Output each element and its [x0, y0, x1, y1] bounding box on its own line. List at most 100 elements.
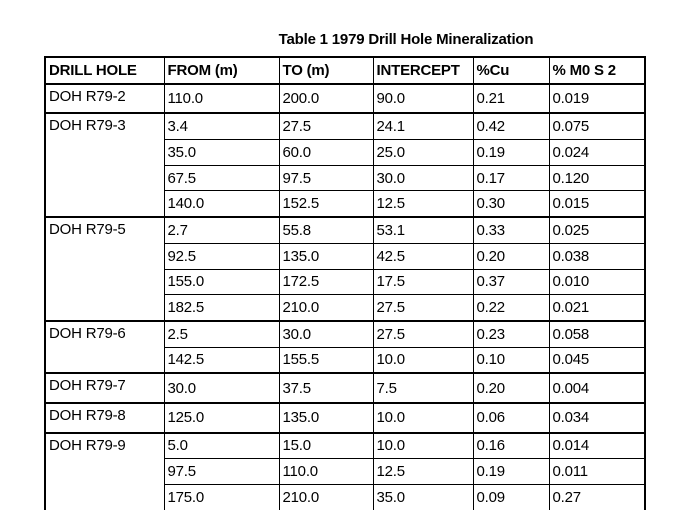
cell-mos2-pct: 0.011: [548, 458, 646, 485]
cell-cu-pct: 0.17: [472, 164, 550, 192]
cell-cu-pct: 0.19: [472, 458, 550, 485]
cell-from: 67.5: [163, 164, 280, 192]
cell-cu-pct: 0.22: [472, 294, 550, 322]
cell-intercept: 53.1: [372, 216, 474, 244]
cell-to: 27.5: [278, 112, 374, 141]
cell-from: 182.5: [163, 294, 280, 322]
column-header-intercept: INTERCEPT: [372, 56, 474, 85]
cell-to: 200.0: [278, 82, 374, 114]
cell-from: 155.0: [163, 268, 280, 296]
cell-from: 125.0: [163, 401, 280, 434]
cell-drill-hole: DOH R79-3: [44, 112, 165, 218]
cell-intercept: 12.5: [372, 458, 474, 485]
cell-cu-pct: 0.23: [472, 319, 550, 348]
table-row: 140.0 152.5 12.5 0.30 0.015: [45, 190, 646, 218]
cell-intercept: 27.5: [372, 294, 474, 322]
cell-to: 15.0: [278, 431, 374, 460]
cell-mos2-pct: 0.034: [548, 401, 646, 434]
cell-cu-pct: 0.06: [472, 401, 550, 434]
table-row: DOH R79-3 3.4 27.5 24.1 0.42 0.075: [44, 112, 646, 218]
cell-from: 175.0: [163, 483, 280, 510]
cell-to: 210.0: [278, 483, 374, 510]
cell-cu-pct: 0.20: [472, 242, 550, 270]
cell-to: 135.0: [278, 401, 374, 434]
cell-intercept: 17.5: [372, 268, 474, 296]
cell-from: 5.0: [163, 431, 280, 460]
cell-drill-hole: DOH R79-9: [44, 431, 165, 510]
cell-cu-pct: 0.09: [472, 483, 550, 510]
table-row: DOH R79-5 2.7 55.8 53.1 0.33 0.025: [44, 216, 646, 322]
cell-drill-hole: DOH R79-7: [44, 372, 165, 404]
cell-to: 172.5: [278, 268, 374, 296]
table-row: 92.5 135.0 42.5 0.20 0.038: [45, 242, 646, 270]
cell-mos2-pct: 0.058: [548, 319, 646, 348]
table-body: DOH R79-2 110.0 200.0 90.0 0.21 0.019 DOH R79-…: [44, 82, 646, 510]
cell-drill-hole: DOH R79-2: [44, 82, 165, 114]
cell-mos2-pct: 0.024: [548, 139, 646, 166]
cell-intercept: 30.0: [372, 164, 474, 192]
cell-to: 210.0: [278, 294, 374, 322]
column-header-from: FROM (m): [163, 56, 280, 85]
cell-intercept: 10.0: [372, 431, 474, 460]
column-header-drill-hole: DRILL HOLE: [44, 56, 165, 85]
cell-drill-hole: DOH R79-8: [44, 401, 165, 434]
cell-from: 140.0: [163, 190, 280, 218]
cell-to: 135.0: [278, 242, 374, 270]
table-row: DOH R79-7 30.0 37.5 7.5 0.20 0.004: [44, 372, 646, 404]
cell-to: 37.5: [278, 372, 374, 404]
cell-from: 92.5: [163, 242, 280, 270]
cell-to: 110.0: [278, 458, 374, 485]
cell-to: 155.5: [278, 346, 374, 374]
table-row: 67.5 97.5 30.0 0.17 0.120: [45, 164, 646, 192]
cell-cu-pct: 0.16: [472, 431, 550, 460]
table-row: DOH R79-2 110.0 200.0 90.0 0.21 0.019: [44, 82, 646, 114]
cell-to: 97.5: [278, 164, 374, 192]
cell-mos2-pct: 0.021: [548, 294, 646, 322]
cell-drill-hole: DOH R79-6: [44, 319, 165, 374]
mineralization-table: DRILL HOLE FROM (m) TO (m) INTERCEPT %Cu…: [44, 56, 646, 510]
cell-intercept: 7.5: [372, 372, 474, 404]
cell-mos2-pct: 0.025: [548, 216, 646, 244]
table-row: DOH R79-8 125.0 135.0 10.0 0.06 0.034: [44, 401, 646, 434]
cell-from: 97.5: [163, 458, 280, 485]
cell-intercept: 10.0: [372, 401, 474, 434]
cell-mos2-pct: 0.019: [548, 82, 646, 114]
column-header-cu-pct: %Cu: [472, 56, 550, 85]
cell-from: 35.0: [163, 139, 280, 166]
table-title: Table 1 1979 Drill Hole Mineralization: [278, 31, 534, 48]
cell-mos2-pct: 0.015: [548, 190, 646, 218]
cell-intercept: 27.5: [372, 319, 474, 348]
cell-drill-hole: DOH R79-5: [44, 216, 165, 322]
cell-intercept: 35.0: [372, 483, 474, 510]
cell-mos2-pct: 0.075: [548, 112, 646, 141]
cell-cu-pct: 0.21: [472, 82, 550, 114]
cell-to: 30.0: [278, 319, 374, 348]
cell-from: 30.0: [163, 372, 280, 404]
table-row: 182.5 210.0 27.5 0.22 0.021: [45, 294, 646, 322]
cell-intercept: 42.5: [372, 242, 474, 270]
cell-intercept: 10.0: [372, 346, 474, 374]
column-header-mos2-pct: % M0 S 2: [548, 56, 646, 85]
cell-to: 152.5: [278, 190, 374, 218]
cell-intercept: 12.5: [372, 190, 474, 218]
table-row: DOH R79-9 5.0 15.0 10.0 0.16 0.014: [44, 431, 646, 510]
cell-cu-pct: 0.33: [472, 216, 550, 244]
cell-mos2-pct: 0.004: [548, 372, 646, 404]
cell-mos2-pct: 0.045: [548, 346, 646, 374]
cell-from: 2.5: [163, 319, 280, 348]
cell-intercept: 90.0: [372, 82, 474, 114]
cell-intercept: 25.0: [372, 139, 474, 166]
cell-cu-pct: 0.42: [472, 112, 550, 141]
cell-mos2-pct: 0.014: [548, 431, 646, 460]
cell-from: 142.5: [163, 346, 280, 374]
cell-mos2-pct: 0.038: [548, 242, 646, 270]
cell-to: 55.8: [278, 216, 374, 244]
table-row: 175.0 210.0 35.0 0.09 0.27: [45, 483, 646, 510]
cell-cu-pct: 0.37: [472, 268, 550, 296]
cell-mos2-pct: 0.27: [548, 483, 646, 510]
table-row: 155.0 172.5 17.5 0.37 0.010: [45, 268, 646, 296]
cell-cu-pct: 0.20: [472, 372, 550, 404]
cell-from: 2.7: [163, 216, 280, 244]
cell-from: 3.4: [163, 112, 280, 141]
